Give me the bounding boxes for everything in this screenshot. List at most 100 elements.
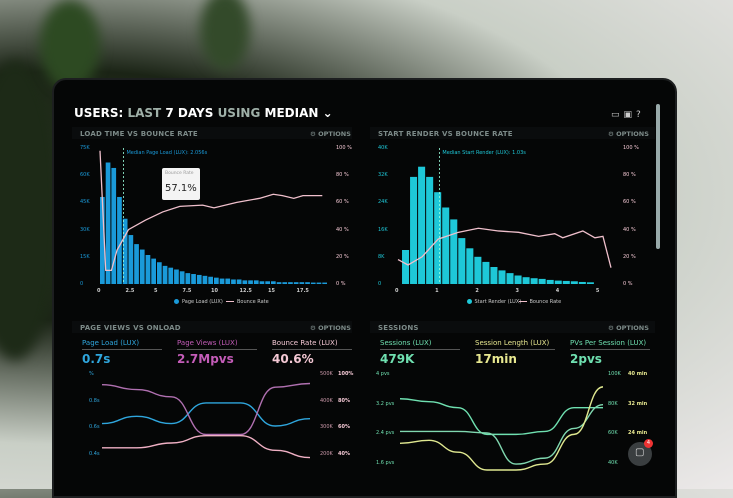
image-icon[interactable]: ▣: [623, 110, 637, 120]
y3-tick: 24 min: [628, 430, 648, 437]
histogram-bar: [474, 256, 482, 284]
gear-icon: ⚙: [310, 324, 319, 332]
histogram-bar: [191, 274, 196, 284]
histogram-bar: [139, 249, 145, 284]
histogram-bar: [179, 271, 185, 284]
histogram-bar: [305, 282, 310, 284]
x-tick: 3: [515, 288, 520, 294]
histogram-bar: [299, 282, 305, 284]
histogram-bar: [134, 244, 139, 284]
series-line: [101, 382, 311, 436]
kpi-value: 40.6%: [272, 352, 314, 366]
y2-tick: 300K: [320, 424, 333, 431]
x-tick: 1: [435, 288, 439, 294]
y2-tick: 60 %: [623, 199, 636, 206]
histogram-bar: [122, 218, 128, 284]
histogram-bar: [310, 282, 316, 284]
histogram-bar: [202, 275, 208, 284]
panel-title: PAGE VIEWS VS ONLOAD: [80, 324, 181, 332]
kpi-label: Page Views (LUX): [177, 339, 257, 350]
panel-header: [72, 127, 352, 139]
kpi-value: 2pvs: [570, 352, 602, 366]
options-label: OPTIONS: [616, 130, 649, 138]
help-icon[interactable]: ?: [636, 110, 645, 120]
y2-tick: 40 %: [336, 226, 349, 233]
histogram-bar: [578, 281, 586, 284]
histogram-bar: [157, 262, 162, 284]
histogram-bar: [185, 273, 191, 284]
y3-tick: 80%: [338, 397, 350, 404]
histogram-bar: [208, 276, 213, 284]
histogram-bar: [316, 282, 322, 284]
title-prefix: USERS:: [74, 106, 124, 120]
legend-item: Bounce Rate: [529, 299, 562, 305]
kpi-label: Session Length (LUX): [475, 339, 555, 350]
y-tick: 0: [378, 281, 382, 287]
options-button[interactable]: ⚙ OPTIONS: [608, 130, 649, 138]
histogram-bar: [426, 176, 434, 284]
gear-icon: ⚙: [608, 324, 617, 332]
options-label: OPTIONS: [318, 130, 351, 138]
histogram-bar: [562, 280, 570, 284]
y2-tick: 100 %: [336, 145, 352, 151]
options-button[interactable]: ⚙ OPTIONS: [608, 324, 649, 332]
y-tick: 15K: [80, 253, 90, 260]
gear-icon: ⚙: [310, 130, 319, 138]
histogram-bar: [248, 280, 253, 284]
monitor-icon[interactable]: ▭: [611, 110, 624, 120]
x-tick: 7.5: [182, 288, 192, 294]
chat-button[interactable]: ▢ 4: [628, 439, 653, 466]
y3-tick: 40 min: [628, 371, 648, 377]
y2-tick: 200K: [320, 450, 333, 457]
panel-header: [370, 321, 655, 333]
x-tick: 4: [555, 288, 560, 294]
title-last: LAST: [127, 106, 162, 120]
histogram-bar: [293, 282, 299, 284]
y3-tick: 32 min: [628, 400, 648, 407]
y-tick: 3.2 pvs: [376, 400, 395, 407]
y2-tick: 80K: [608, 400, 618, 407]
panel-title: START RENDER VS BOUNCE RATE: [378, 130, 513, 138]
tooltip-value: 57.1%: [165, 183, 197, 194]
y-tick: 24K: [378, 199, 388, 206]
y-tick: 32K: [378, 172, 388, 179]
legend-swatch: [174, 299, 179, 304]
histogram-bar: [410, 176, 418, 284]
legend-swatch: [518, 301, 527, 302]
histogram-bar: [322, 282, 327, 284]
x-tick: 15: [268, 288, 275, 294]
tooltip-label: Bounce Rate: [165, 171, 194, 176]
series-line: [399, 386, 604, 471]
histogram-bar: [265, 281, 270, 284]
histogram-bar: [442, 207, 450, 284]
histogram-bar: [117, 196, 122, 284]
y2-tick: 60K: [608, 430, 618, 437]
dashboard-title[interactable]: USERS: LAST 7 DAYS USING MEDIAN ⌄: [74, 106, 333, 120]
y2-tick: 40K: [608, 460, 618, 467]
y2-tick: 20 %: [623, 253, 636, 260]
options-label: OPTIONS: [616, 324, 649, 332]
histogram-bar: [168, 267, 174, 284]
y-tick: 16K: [378, 226, 388, 233]
legend-swatch: [226, 301, 234, 302]
title-using: USING: [217, 106, 261, 120]
panel-header: [72, 321, 352, 333]
series-line: [102, 435, 311, 459]
x-tick: 10: [211, 288, 218, 294]
chevron-down-icon[interactable]: ⌄: [322, 106, 333, 120]
options-button[interactable]: ⚙ OPTIONS: [310, 130, 351, 138]
scrollbar[interactable]: [656, 104, 660, 249]
x-tick: 5: [595, 288, 600, 294]
y-tick: 0.8s: [89, 397, 100, 404]
histogram-bar: [506, 273, 514, 284]
histogram-bar: [162, 265, 168, 284]
options-button[interactable]: ⚙ OPTIONS: [310, 324, 351, 332]
x-tick: 0: [97, 288, 101, 294]
histogram-bar: [570, 281, 578, 284]
y2-tick: 100K: [608, 371, 621, 377]
y2-tick: 40 %: [623, 226, 636, 233]
histogram-bar: [196, 274, 202, 284]
histogram-bar: [236, 279, 242, 284]
histogram-bar: [174, 269, 179, 284]
y2-tick: 20 %: [336, 253, 349, 260]
